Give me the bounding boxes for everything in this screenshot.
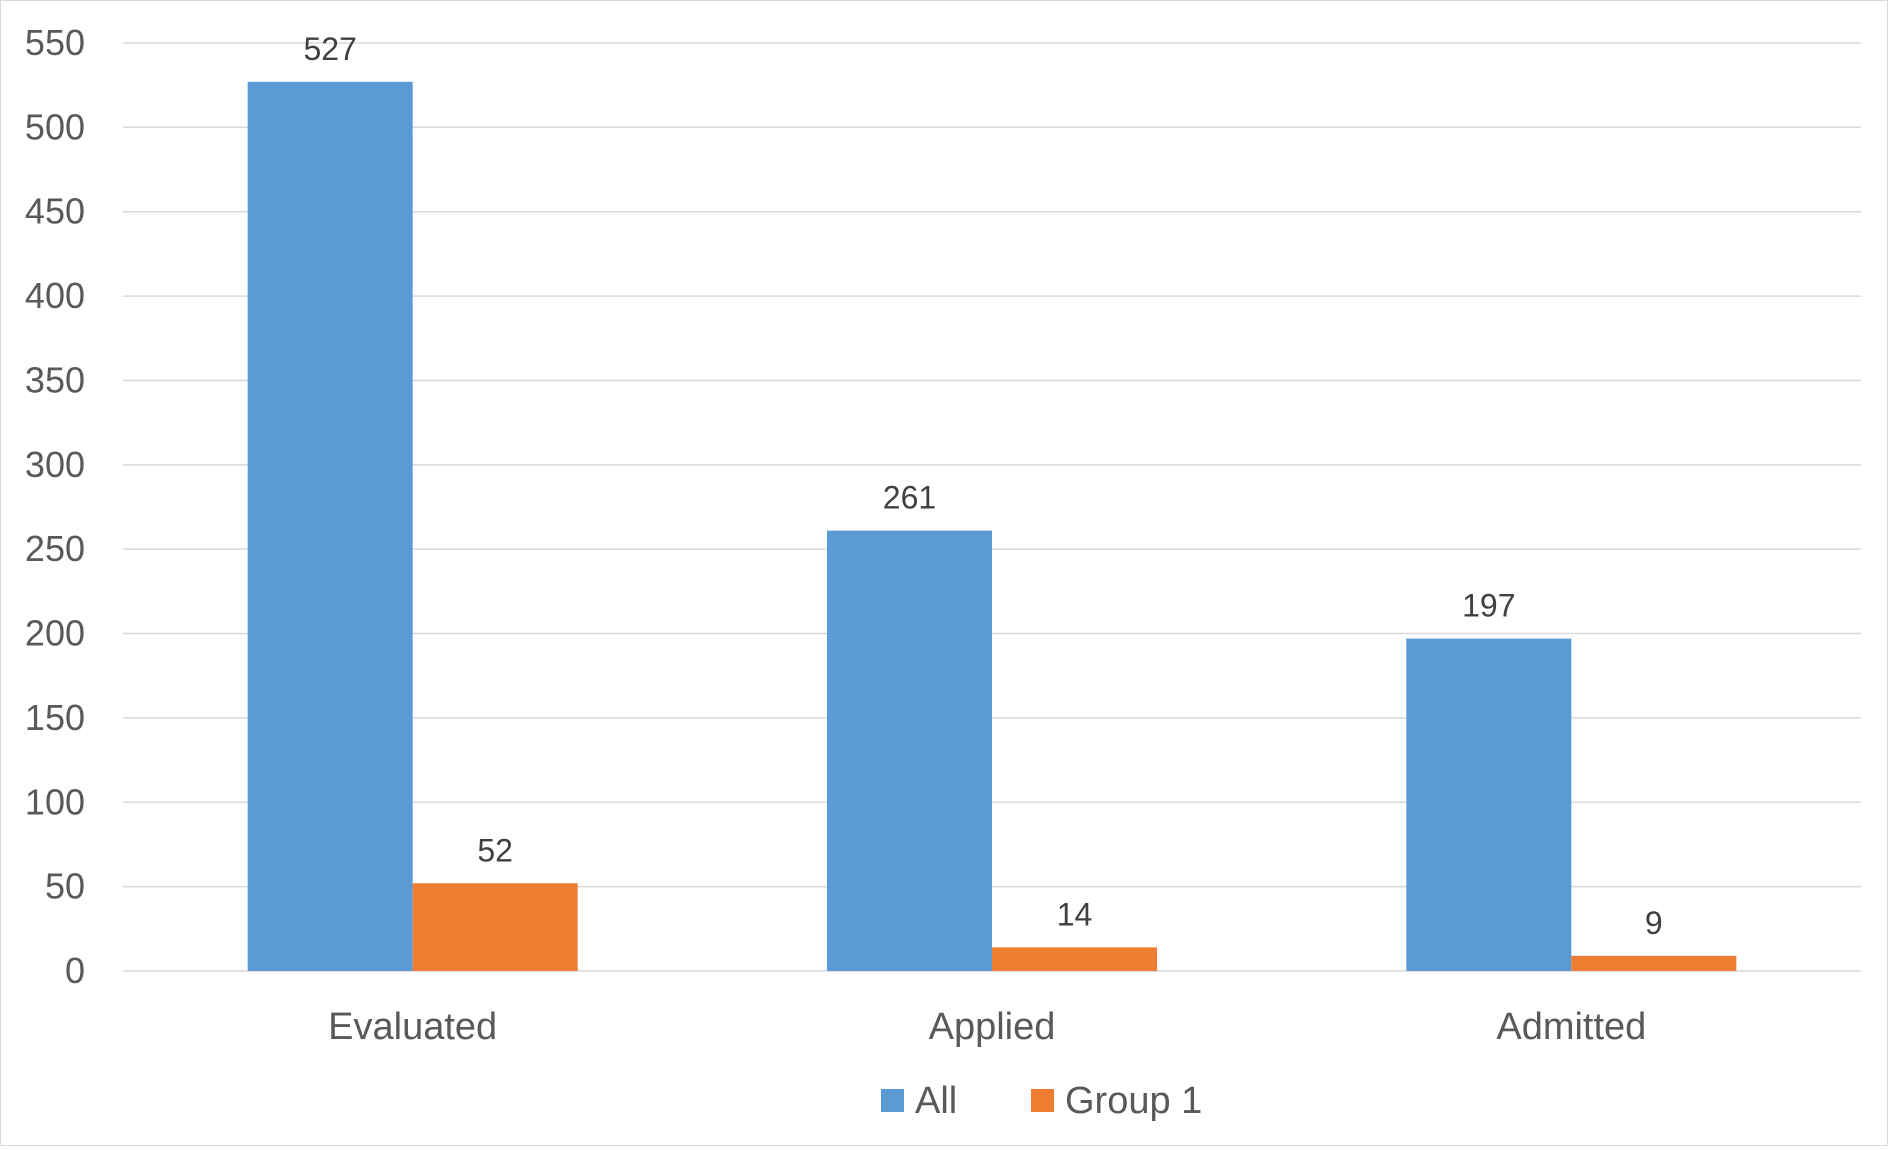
y-tick-label: 550: [25, 22, 85, 63]
x-tick-label: Admitted: [1496, 1006, 1646, 1048]
y-tick-label: 450: [25, 191, 85, 232]
bar-all-applied: [827, 530, 992, 971]
y-tick-label: 100: [25, 781, 85, 822]
legend-swatch-all: [881, 1089, 904, 1112]
data-label: 52: [477, 832, 513, 868]
data-label: 261: [883, 480, 936, 516]
bars: [247, 81, 1737, 972]
legend-label: Group 1: [1065, 1080, 1202, 1122]
x-axis-tick-labels: Evaluated Applied Admitted: [328, 1006, 1646, 1048]
bar-all-admitted: [1406, 638, 1572, 971]
data-label: 14: [1057, 896, 1093, 932]
data-label: 197: [1462, 588, 1515, 624]
legend: All Group 1: [881, 1080, 1202, 1122]
bar-group-1-applied: [992, 947, 1157, 971]
legend-swatch-group-1: [1031, 1089, 1054, 1112]
x-tick-label: Evaluated: [328, 1006, 497, 1048]
y-tick-label: 250: [25, 528, 85, 569]
y-tick-label: 200: [25, 613, 85, 654]
y-axis-tick-labels: 0 50 100 150 200 250 300 350 400 450 500 550: [25, 22, 85, 991]
data-labels: 527 52 261 14 197 9: [303, 31, 1662, 941]
y-tick-label: 500: [25, 106, 85, 147]
x-tick-label: Applied: [929, 1006, 1056, 1048]
data-label: 527: [303, 31, 356, 67]
legend-label: All: [915, 1080, 957, 1122]
bar-group-1-admitted: [1571, 955, 1737, 971]
data-label: 9: [1645, 905, 1663, 941]
y-tick-label: 350: [25, 359, 85, 400]
bar-group-1-evaluated: [412, 883, 578, 971]
y-tick-label: 150: [25, 697, 85, 738]
y-tick-label: 400: [25, 275, 85, 316]
bar-all-evaluated: [247, 81, 413, 972]
y-tick-label: 50: [45, 866, 85, 907]
y-tick-label: 300: [25, 444, 85, 485]
y-tick-label: 0: [65, 950, 85, 991]
